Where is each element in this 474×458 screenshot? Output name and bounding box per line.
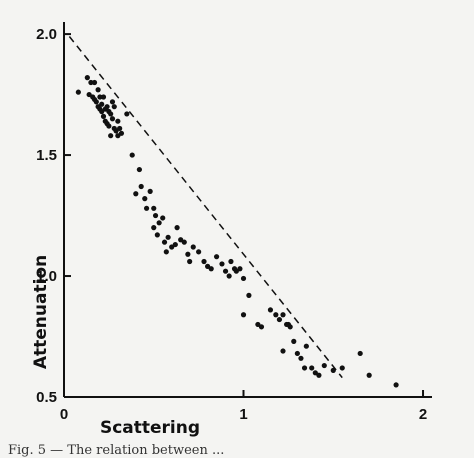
data-point [106, 123, 112, 129]
data-point [99, 101, 105, 107]
data-points [75, 75, 399, 388]
y-tick-label: 1.5 [36, 147, 57, 164]
data-point [366, 372, 372, 378]
data-point [276, 316, 283, 323]
data-point [280, 312, 286, 318]
data-point [201, 258, 207, 265]
data-point [196, 249, 202, 255]
data-point [213, 254, 220, 260]
data-point [142, 196, 148, 202]
x-axis-title: Scattering [100, 418, 200, 438]
x-tick-label: 2 [419, 406, 427, 423]
figure-caption: Fig. 5 — The relation between ... [8, 443, 225, 458]
data-point [273, 312, 279, 318]
data-point [258, 324, 265, 330]
data-point [84, 75, 90, 81]
data-point [93, 99, 99, 105]
data-point [152, 212, 159, 219]
data-point [100, 94, 107, 100]
data-point [240, 312, 247, 318]
data-point [190, 244, 196, 250]
data-point [357, 350, 363, 357]
data-point [174, 225, 180, 231]
data-point [115, 118, 121, 124]
data-point [151, 205, 157, 211]
data-point [228, 258, 234, 265]
data-point [108, 111, 114, 117]
data-point [267, 307, 274, 313]
data-point [321, 362, 327, 369]
data-point [237, 266, 243, 272]
data-point [181, 239, 187, 245]
data-point [240, 275, 247, 282]
y-axis-title: Attenuation [31, 255, 51, 369]
data-point [124, 111, 130, 117]
data-point [294, 350, 300, 357]
data-point [147, 188, 153, 194]
data-point [138, 183, 144, 190]
data-point [156, 220, 162, 226]
y-tick-label: 0.5 [36, 389, 57, 406]
tick-marks [63, 33, 425, 398]
data-point [163, 249, 169, 255]
data-point [339, 365, 345, 371]
data-point [222, 268, 229, 274]
data-point [161, 239, 168, 245]
data-point [104, 104, 110, 110]
data-point [109, 99, 116, 105]
data-point [219, 261, 225, 267]
data-point [154, 232, 160, 238]
data-point [143, 205, 150, 211]
data-point [160, 215, 166, 221]
data-point [287, 324, 293, 330]
data-point [185, 251, 191, 257]
y-tick-label: 2.0 [36, 26, 57, 43]
data-point [151, 225, 157, 231]
data-point [111, 104, 117, 110]
data-point [100, 113, 107, 119]
tick-labels: 0 1 2 0.5 1.0 1.5 2.0 [36, 26, 427, 423]
data-point [316, 372, 322, 378]
data-point [330, 367, 336, 373]
x-tick-label: 0 [60, 406, 68, 423]
x-tick-label: 1 [239, 406, 247, 423]
data-point [108, 133, 114, 139]
data-point [226, 273, 232, 279]
data-point [118, 130, 125, 136]
data-point [88, 79, 94, 86]
fit-line [68, 36, 343, 379]
data-point [136, 166, 142, 173]
data-point [393, 382, 399, 388]
data-point [133, 191, 139, 197]
data-point [298, 355, 304, 361]
data-point [208, 266, 214, 272]
data-point [129, 152, 135, 158]
data-point [246, 292, 252, 298]
axes [63, 22, 432, 398]
data-point [95, 87, 101, 93]
data-point [97, 94, 103, 100]
data-point [280, 348, 286, 354]
data-point [301, 365, 308, 371]
data-point [172, 241, 178, 248]
data-point [165, 234, 171, 240]
scatter-chart: 0 1 2 0.5 1.0 1.5 2.0 Scattering Attenuation [31, 22, 432, 438]
data-point [117, 125, 123, 132]
y-tick-label: 1.0 [36, 268, 57, 285]
data-point [109, 116, 116, 122]
data-point [309, 365, 315, 371]
data-point [291, 338, 297, 344]
data-point [75, 89, 81, 95]
data-point [187, 258, 193, 265]
data-point [303, 343, 309, 349]
data-point [91, 79, 98, 86]
